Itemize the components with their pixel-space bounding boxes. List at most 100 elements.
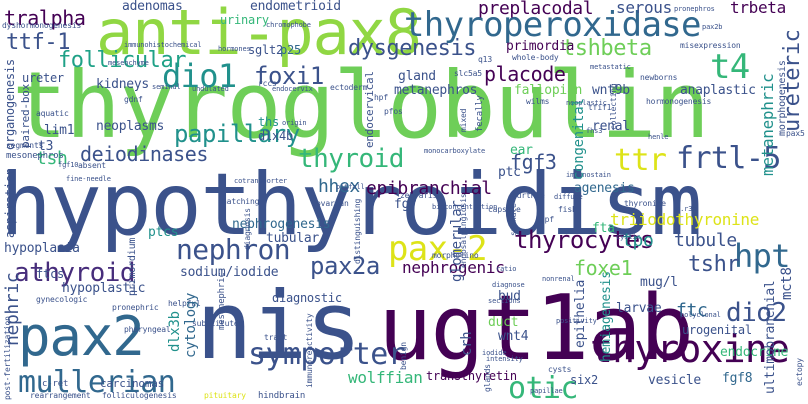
- word-neoplastic: neoplastic: [566, 99, 607, 107]
- word-ultimobranchial: ultimobranchial: [763, 280, 778, 395]
- word-urinary: urinary: [220, 13, 269, 27]
- word-mug-l: mug/l: [640, 275, 678, 290]
- word-athyroid: athyroid: [14, 258, 136, 288]
- word-cysts: cysts: [548, 365, 572, 374]
- word-absent: absent: [78, 161, 106, 170]
- word-foxe1: foxe1: [574, 256, 633, 280]
- word-urogenital: urogenital: [682, 323, 752, 337]
- word-transthyretin: transthyretin: [426, 369, 517, 383]
- word-endocrine: endocrine: [720, 345, 789, 360]
- word-morpholino: morpholino: [432, 251, 479, 260]
- word-metastatic: metastatic: [590, 63, 631, 71]
- word-zebrafish: zebrafish: [400, 191, 442, 200]
- word-nonrenal: nonrenal: [542, 275, 575, 283]
- word-fish: fish: [558, 205, 577, 214]
- word-hurthle: hurthle: [512, 191, 545, 200]
- word-placode: placode: [484, 62, 566, 86]
- word-tpo: tpo: [622, 230, 654, 251]
- word-helpful: helpful: [168, 299, 201, 308]
- word-fine-needle: fine-needle: [66, 175, 111, 183]
- word-crh: crh: [459, 331, 475, 356]
- word-fta: fta: [592, 221, 615, 236]
- word-cotransporter: cotransporter: [234, 177, 287, 185]
- word-tshr: tshr: [688, 252, 740, 277]
- word-hypoplasia: hypoplasia: [4, 241, 80, 256]
- word-fecally: fecally: [475, 95, 485, 132]
- word-t4: t4: [710, 47, 750, 87]
- word-gland: gland: [398, 69, 436, 84]
- word-thyronine: thyronine: [624, 199, 666, 208]
- word-nephron: nephron: [176, 233, 291, 266]
- word-henle: henle: [648, 133, 669, 141]
- word-thyroxine: thyroxine: [590, 327, 790, 371]
- word-wolffian: wolffian: [348, 368, 423, 387]
- word-undulated: undulated: [192, 85, 229, 93]
- word-pax5: pax5: [786, 129, 805, 138]
- word-benign: benign: [399, 342, 408, 370]
- word-endosalpingiosis: endosalpingiosis: [459, 193, 468, 268]
- word-immunohistochemical: immunohistochemical: [124, 41, 202, 49]
- word-endocervix: endocervix: [272, 85, 313, 93]
- word-capsule: capsule: [488, 205, 521, 214]
- word-post-fertilization: post-fertilization: [3, 316, 12, 400]
- word-rccs: rccs: [258, 79, 277, 88]
- word-metanephros: metanephros: [394, 83, 478, 98]
- word-lim1: lim1: [44, 123, 75, 138]
- word-metanephric: metanephric: [758, 73, 777, 176]
- word-cystic: cystic: [616, 233, 641, 241]
- word-ureter: ureter: [22, 71, 64, 85]
- word-otic: otic: [508, 371, 578, 404]
- word-polyclonal: polyclonal: [680, 311, 721, 319]
- word-gynecologic: gynecologic: [36, 295, 88, 304]
- word-mesonephros: mesonephros: [6, 151, 64, 161]
- word-duct: duct: [488, 315, 519, 330]
- word-serous: serous: [616, 0, 672, 17]
- word-tubule: tubule: [674, 230, 737, 251]
- word-triiodothyronine: triiodothyronine: [610, 210, 760, 229]
- word-anti-pax8: anti-pax8: [96, 0, 422, 69]
- word-ptcs: ptcs: [148, 225, 179, 240]
- word-paired-box: paired-box: [19, 83, 32, 148]
- word-hpf: hpf: [374, 93, 388, 102]
- word-thyrocytes: thyrocytes: [514, 226, 654, 254]
- word-nis: nis: [196, 272, 362, 381]
- word-agenesis: agenesis: [574, 181, 635, 196]
- word-neoplasms: neoplasms: [96, 119, 165, 134]
- word-tsh: tsh: [36, 148, 68, 169]
- word-ovarian: ovarian: [316, 199, 349, 208]
- word-ectopy: ectopy: [795, 358, 804, 386]
- word-pronephros: pronephros: [674, 5, 715, 13]
- word-pharyngeal: pharyngeal: [124, 325, 171, 334]
- word-carcinomas: carcinomas: [100, 377, 165, 390]
- word-ftc: ftc: [676, 300, 708, 321]
- word-foxi1: foxi1: [254, 62, 324, 90]
- word-fallopian: fallopian: [514, 83, 583, 98]
- word-intensity: intensity: [486, 355, 523, 363]
- word-ectoderm: ectoderm: [330, 83, 368, 92]
- word-ear: ear: [510, 143, 533, 158]
- word-dyshormonogenesis: dyshormonogenesis: [2, 21, 82, 30]
- word-wilms: wilms: [526, 97, 550, 106]
- word-thyroglobulin: thyroglobulin: [12, 52, 710, 159]
- word-tshbeta: tshbeta: [562, 36, 652, 61]
- word-kidneys: kidneys: [96, 77, 149, 92]
- word-slc5a5: slc5a5: [454, 69, 482, 78]
- word-c-ret: c-ret: [42, 379, 69, 389]
- word-tubular: tubular: [266, 231, 319, 246]
- word-primordium: primordium: [127, 237, 138, 296]
- word-bioconcentration: bioconcentration: [432, 203, 498, 211]
- word-epithelia: epithelia: [573, 279, 588, 348]
- word-hormonogenesis: hormonogenesis: [646, 97, 712, 106]
- word-ugt1ab: ugt1ab: [378, 276, 694, 381]
- word-fgf3: fgf3: [510, 150, 557, 174]
- word-larvae: larvae: [616, 301, 662, 316]
- word-morphogenesis: morphogenesis: [777, 60, 788, 136]
- word-endocervical: endocervical: [363, 71, 376, 148]
- word-adenomas: adenomas: [122, 0, 183, 14]
- word-pax2b: pax2b: [702, 23, 723, 31]
- word-gdnf: gdnf: [124, 95, 143, 104]
- word-rearrangement: rearrangement: [30, 391, 91, 400]
- word-dlx3b: dlx3b: [167, 311, 183, 352]
- word-hpt: hpt: [734, 237, 791, 275]
